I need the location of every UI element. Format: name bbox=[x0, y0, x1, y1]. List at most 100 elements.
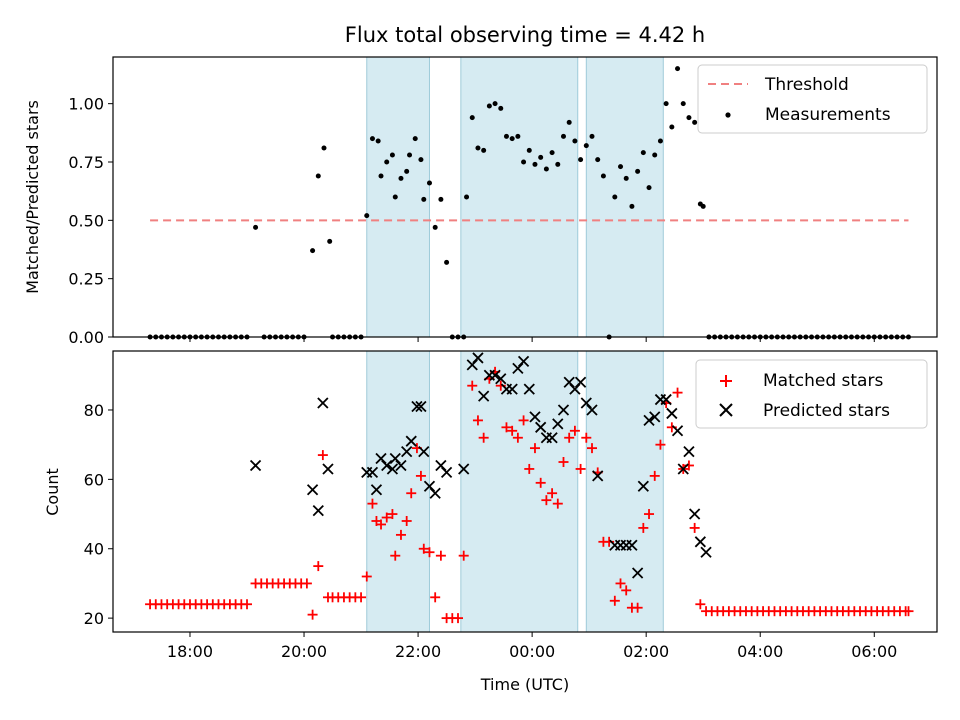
measurement-point bbox=[515, 133, 521, 139]
predicted-star-point bbox=[440, 466, 453, 479]
matched-star-point bbox=[621, 585, 632, 596]
predicted-star-point bbox=[557, 404, 570, 416]
predicted-legend-swatch bbox=[719, 403, 733, 417]
predicted-star-point bbox=[535, 421, 547, 433]
predicted-star-point bbox=[700, 546, 712, 558]
matched-star-point bbox=[376, 519, 387, 530]
matched-star-point bbox=[501, 422, 512, 433]
matched-star-point bbox=[632, 602, 643, 613]
predicted-star-point bbox=[677, 463, 689, 475]
matched-star-point bbox=[418, 543, 429, 554]
matched-star-point bbox=[478, 432, 489, 443]
chart-title: Flux total observing time = 4.42 h bbox=[345, 23, 705, 47]
measurement-point bbox=[310, 248, 316, 254]
matched-star-point bbox=[242, 599, 253, 610]
top-y-tick-label: 0.25 bbox=[68, 270, 104, 289]
matched-star-point bbox=[301, 578, 312, 589]
measurement-point bbox=[635, 168, 641, 174]
matched-star-point bbox=[415, 470, 426, 481]
x-tick-label: 02:00 bbox=[623, 642, 669, 661]
measurement-point bbox=[657, 138, 663, 144]
predicted-star-point bbox=[592, 470, 604, 482]
measurement-point bbox=[566, 119, 572, 125]
measurement-point bbox=[364, 213, 370, 219]
matched-star-point bbox=[609, 595, 620, 606]
matched-star-point bbox=[569, 425, 580, 436]
measurement-point bbox=[438, 196, 444, 202]
top-shaded-span-3 bbox=[585, 56, 664, 338]
measurement-point bbox=[646, 185, 652, 191]
matched-star-point bbox=[564, 432, 575, 443]
top-panel: 0.00 0.25 0.50 0.75 1.00 Matched/Predicted s… bbox=[23, 56, 938, 347]
measurement-point bbox=[663, 101, 669, 107]
legend-matched-label: Matched stars bbox=[763, 371, 883, 391]
matched-star-point bbox=[458, 550, 469, 561]
measurement-point bbox=[578, 157, 584, 163]
matched-star-point bbox=[387, 509, 398, 520]
matched-star-point bbox=[689, 522, 700, 533]
bottom-shaded-spans bbox=[366, 350, 664, 633]
matched-star-point bbox=[406, 488, 417, 499]
measurement-point bbox=[509, 136, 515, 142]
bottom-shaded-span-1 bbox=[366, 350, 430, 633]
predicted-star-point bbox=[529, 411, 541, 423]
bottom-x-axis: 18:00 20:00 22:00 00:00 02:00 04:00 06:00 bbox=[167, 632, 897, 661]
measurement-point bbox=[583, 143, 589, 149]
matched-star-point bbox=[367, 498, 378, 509]
predicted-star-point bbox=[574, 376, 587, 388]
matched-star-point bbox=[307, 609, 318, 620]
predicted-star-point bbox=[489, 369, 501, 381]
predicted-star-point bbox=[381, 459, 393, 472]
bottom-y-axis: 20 40 60 80 bbox=[84, 401, 113, 628]
measurement-point bbox=[469, 115, 475, 121]
x-tick-label: 18:00 bbox=[167, 642, 213, 661]
bottom-panel: 20 40 60 80 18:00 20:00 22:00 00:00 02:00 04:00 0… bbox=[43, 350, 938, 694]
measurement-point bbox=[253, 224, 259, 230]
matched-star-point bbox=[313, 561, 324, 572]
matched-star-point bbox=[558, 457, 569, 468]
predicted-star-point bbox=[689, 508, 701, 520]
matched-star-point bbox=[452, 613, 463, 624]
measurement-point bbox=[503, 133, 509, 139]
top-shaded-span-1 bbox=[366, 56, 430, 338]
measurement-point bbox=[321, 145, 327, 151]
matched-star-point bbox=[472, 415, 483, 426]
bottom-shaded-span-2 bbox=[460, 350, 579, 633]
measurement-point bbox=[444, 259, 450, 265]
matched-star-point bbox=[541, 495, 552, 506]
measurement-point bbox=[549, 150, 555, 156]
matched-star-point bbox=[672, 387, 683, 398]
measurement-point bbox=[560, 133, 566, 139]
measurement-point bbox=[404, 168, 410, 174]
matched-star-point bbox=[381, 512, 392, 523]
matched-star-point bbox=[644, 509, 655, 520]
predicted-star-point bbox=[506, 383, 518, 395]
predicted-star-point bbox=[643, 414, 655, 427]
bottom-plot-frame bbox=[112, 350, 938, 633]
measurement-point bbox=[498, 105, 504, 111]
predicted-star-point bbox=[405, 435, 417, 447]
x-tick-label: 00:00 bbox=[509, 642, 555, 661]
top-y-tick-label: 1.00 bbox=[68, 95, 104, 114]
matched-star-point bbox=[695, 599, 706, 610]
measurement-point bbox=[669, 124, 675, 130]
matched-star-point bbox=[649, 470, 660, 481]
measurement-point bbox=[327, 238, 333, 244]
measurement-point bbox=[481, 147, 487, 153]
measurement-point bbox=[538, 154, 544, 160]
measurement-point bbox=[369, 136, 375, 142]
bottom-y-axis-label: Count bbox=[43, 468, 62, 516]
matched-star-point bbox=[512, 432, 523, 443]
measurement-point bbox=[555, 161, 561, 167]
matched-star-point bbox=[552, 498, 563, 509]
top-shaded-span-2 bbox=[460, 56, 579, 338]
measurement-point bbox=[618, 164, 624, 170]
predicted-star-point bbox=[631, 567, 644, 579]
legend-predicted-label: Predicted stars bbox=[763, 401, 890, 421]
predicted-stars-series bbox=[249, 352, 712, 579]
predicted-star-point bbox=[317, 397, 329, 409]
legend-measurements-label: Measurements bbox=[765, 105, 891, 125]
matched-star-point bbox=[467, 380, 478, 391]
predicted-star-point bbox=[306, 484, 319, 496]
